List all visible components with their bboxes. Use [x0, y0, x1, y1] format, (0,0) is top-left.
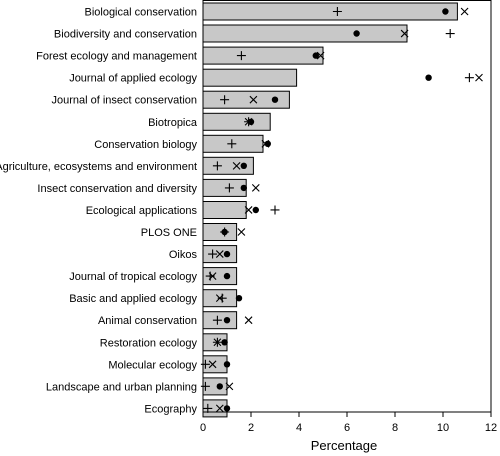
- plus-marker: [200, 381, 210, 391]
- dot-marker: [221, 339, 228, 346]
- dot-marker: [223, 361, 231, 368]
- dot-marker: [240, 184, 247, 192]
- category-label: Molecular ecology: [108, 359, 197, 371]
- dot-marker: [223, 272, 231, 280]
- cross-marker: [208, 360, 217, 369]
- x-axis-title: Percentage: [311, 438, 378, 453]
- plus-marker: [270, 205, 280, 215]
- bar: [202, 201, 247, 219]
- cross-marker: [237, 228, 246, 236]
- plus-marker: [203, 403, 213, 413]
- cross-marker: [244, 206, 253, 214]
- cross-marker: [215, 404, 224, 413]
- cross-marker: [249, 95, 258, 104]
- cross-marker: [244, 316, 253, 325]
- dot-marker: [235, 295, 243, 302]
- plus-marker: [212, 315, 222, 325]
- category-label: Oikos: [169, 249, 198, 261]
- plus-marker: [464, 73, 474, 83]
- plus-marker: [224, 183, 234, 193]
- dot-marker: [264, 140, 271, 147]
- cross-marker: [251, 184, 260, 192]
- cross-marker: [460, 7, 469, 16]
- category-label: Agriculture, ecosystems and environment: [0, 161, 197, 173]
- plus-marker: [212, 161, 222, 171]
- category-label: Conservation biology: [94, 139, 197, 151]
- cross-marker: [261, 139, 270, 148]
- x-tick-label: 10: [437, 422, 449, 434]
- dot-marker: [221, 228, 228, 236]
- dot-marker: [353, 30, 360, 37]
- dot-marker: [223, 405, 231, 412]
- dot-marker: [442, 8, 449, 15]
- category-label: Ecological applications: [86, 205, 198, 217]
- bar: [202, 223, 238, 241]
- plus-marker: [208, 249, 218, 259]
- bar: [202, 2, 458, 21]
- category-label: Insect conservation and diversity: [37, 183, 197, 195]
- markers-layer: [200, 7, 483, 413]
- cross-marker: [400, 29, 409, 38]
- plus-marker: [220, 95, 230, 105]
- cross-marker: [215, 294, 224, 303]
- plus-marker: [236, 51, 246, 61]
- dot-marker: [425, 74, 432, 81]
- dot-marker: [252, 206, 259, 214]
- plus-marker: [200, 359, 210, 369]
- x-tick-label: 8: [392, 422, 398, 434]
- bar: [202, 24, 408, 43]
- dot-marker: [271, 96, 279, 103]
- category-labels: Biological conservation Biodiversity and …: [0, 7, 198, 416]
- cross-marker: [225, 382, 234, 391]
- category-label: Journal of applied ecology: [69, 73, 197, 85]
- bar: [202, 112, 271, 131]
- cross-marker: [244, 117, 253, 126]
- cross-marker: [215, 250, 224, 258]
- category-label: PLOS ONE: [141, 227, 197, 239]
- bar: [202, 178, 247, 197]
- plus-marker: [445, 29, 455, 39]
- category-label: Animal conservation: [98, 315, 197, 327]
- dot-marker: [216, 383, 223, 390]
- category-label: Biological conservation: [84, 7, 197, 19]
- x-tick-label: 12: [485, 422, 497, 434]
- category-label: Restoration ecology: [100, 337, 198, 349]
- bars-layer: [202, 2, 458, 418]
- x-tick-label: 2: [248, 422, 254, 434]
- category-label: Biotropica: [148, 117, 198, 129]
- category-label: Landscape and urban planning: [46, 381, 197, 393]
- x-tick-label: 6: [344, 422, 350, 434]
- category-label: Basic and applied ecology: [69, 293, 197, 305]
- cross-marker: [213, 338, 222, 347]
- category-label: Biodiversity and conservation: [54, 29, 197, 41]
- cross-marker: [208, 272, 217, 280]
- category-label: Forest ecology and management: [36, 51, 197, 63]
- bar: [202, 68, 298, 87]
- category-label: Journal of insect conservation: [51, 95, 197, 107]
- bar: [202, 46, 324, 65]
- x-axis: 0 2 4 6 8 10 12: [200, 0, 497, 434]
- x-tick-label: 0: [200, 422, 206, 434]
- plus-marker: [332, 7, 342, 16]
- cross-marker: [475, 73, 483, 82]
- cross-marker: [232, 161, 241, 170]
- dot-marker: [223, 250, 231, 258]
- plus-marker: [227, 139, 237, 149]
- dot-marker: [223, 317, 231, 324]
- category-label: Journal of tropical ecology: [69, 271, 197, 283]
- x-tick-label: 4: [296, 422, 302, 434]
- cross-marker: [316, 51, 325, 60]
- dot-marker: [312, 52, 319, 59]
- category-label: Ecography: [144, 403, 197, 415]
- dot-marker: [240, 162, 247, 169]
